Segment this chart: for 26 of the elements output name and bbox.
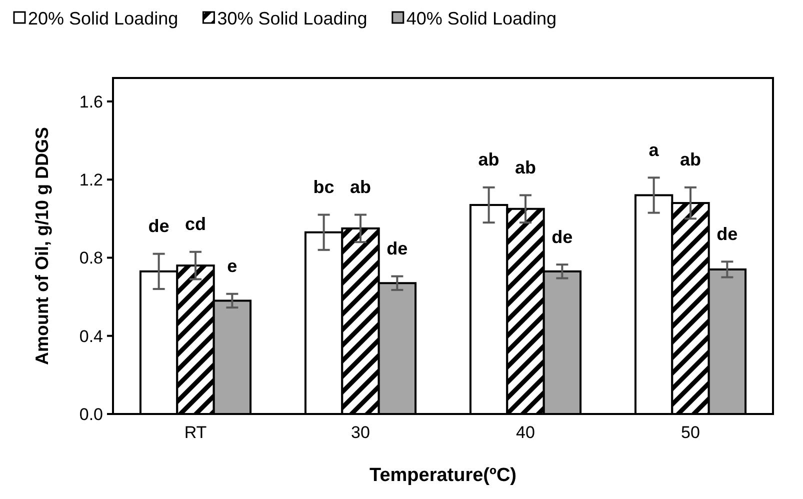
x-tick-label: 50	[681, 423, 700, 442]
y-tick-label: 0.4	[79, 326, 103, 346]
y-tick-label: 0.0	[79, 404, 103, 424]
legend-label: 40% Solid Loading	[406, 8, 557, 28]
annotation: ab	[680, 150, 702, 170]
legend-label: 30% Solid Loading	[217, 8, 368, 28]
annotation: de	[148, 216, 170, 236]
annotation: de	[716, 224, 738, 244]
y-axis-title: Amount of Oil, g/10 g DDGS	[32, 127, 52, 365]
annotation: bc	[313, 177, 334, 198]
x-tick-label: 40	[516, 423, 535, 442]
x-axis-title: Temperature(ºC)	[370, 465, 516, 486]
y-tick-label: 1.6	[79, 92, 103, 112]
legend-label: 20% Solid Loading	[28, 8, 178, 28]
annotation: e	[227, 256, 238, 276]
annotation: cd	[184, 214, 206, 234]
x-tick-label: 30	[351, 423, 370, 442]
annotation: de	[386, 238, 408, 259]
annotation: de	[552, 226, 573, 247]
y-tick-label: 0.8	[79, 248, 103, 268]
annotation: ab	[514, 158, 536, 178]
x-tick-label: RT	[184, 423, 207, 442]
annotation: a	[648, 140, 660, 160]
y-tick-label: 1.2	[79, 170, 103, 190]
annotation: ab	[478, 150, 500, 170]
annotation: ab	[350, 177, 372, 198]
